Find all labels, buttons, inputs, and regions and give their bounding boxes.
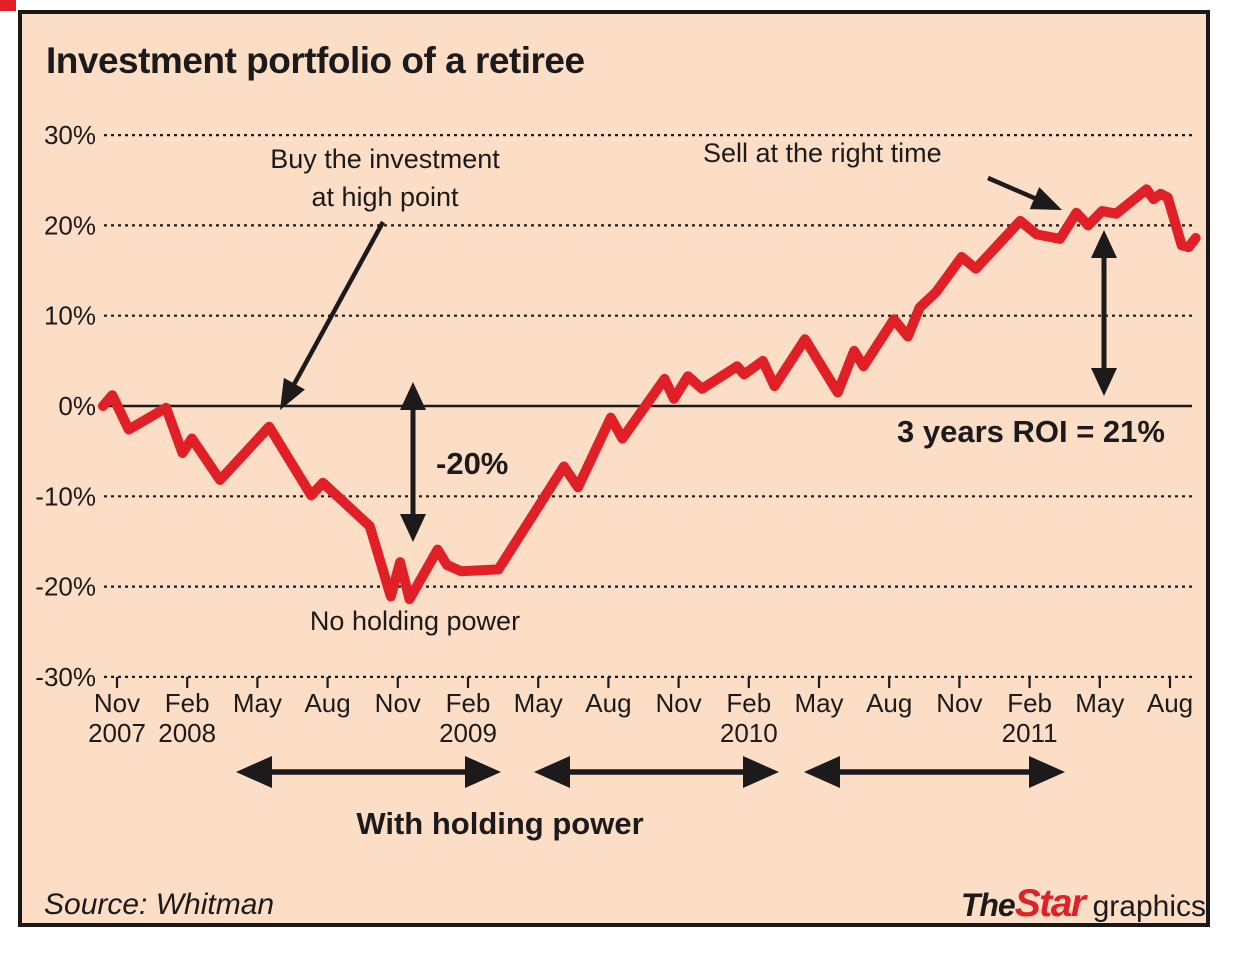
- y-label-0: 0%: [58, 391, 96, 421]
- holding-period-arrow-1-head: [465, 756, 501, 788]
- y-label-20: 20%: [44, 210, 96, 240]
- sell-arrow-head: [1029, 187, 1062, 210]
- annotation-no-holding-power: No holding power: [309, 606, 521, 636]
- year-label: 2008: [158, 718, 216, 748]
- month-label: May: [1075, 688, 1124, 718]
- buy-arrow-head: [280, 377, 305, 410]
- corner-mark: [0, 0, 16, 11]
- year-label: 2009: [439, 718, 497, 748]
- month-label: Nov: [936, 688, 982, 718]
- annotation-roi: 3 years ROI = 21%: [897, 414, 1165, 449]
- month-label: Aug: [1147, 688, 1193, 718]
- month-label: Aug: [866, 688, 912, 718]
- month-label: Nov: [655, 688, 701, 718]
- y-label-30: 30%: [44, 120, 96, 150]
- year-label: 2007: [88, 718, 146, 748]
- month-label: Feb: [446, 688, 491, 718]
- month-label: Nov: [375, 688, 421, 718]
- holding-period-arrow-2-head: [534, 756, 570, 788]
- month-label: May: [233, 688, 282, 718]
- month-label: Nov: [94, 688, 140, 718]
- year-label: 2010: [720, 718, 778, 748]
- roi-arrow-head: [1091, 230, 1117, 258]
- year-label: 2011: [1002, 718, 1058, 748]
- y-label--10: -10%: [35, 481, 96, 511]
- drop-20pct-arrow-head: [400, 514, 426, 542]
- month-label: May: [514, 688, 563, 718]
- logo-the: The: [960, 887, 1016, 923]
- chart-title: Investment portfolio of a retiree: [46, 40, 585, 81]
- month-label: Feb: [165, 688, 210, 718]
- holding-period-arrow-2-head: [743, 756, 779, 788]
- y-label--30: -30%: [35, 662, 96, 692]
- holding-period-arrow-3-head: [804, 756, 840, 788]
- roi-arrow-head: [1091, 368, 1117, 396]
- drop-20pct-arrow-head: [400, 382, 426, 410]
- logo-star: Star: [1014, 882, 1086, 925]
- annotation-drop-20pct: -20%: [436, 446, 509, 481]
- y-label--20: -20%: [35, 572, 96, 602]
- annotation-buy: Buy the investment at high point: [270, 144, 500, 213]
- portfolio-line: [98, 184, 1201, 605]
- month-label: Aug: [585, 688, 631, 718]
- holding-period-arrow-3-head: [1029, 756, 1065, 788]
- thestar-graphics-logo: The Star graphics: [956, 882, 1206, 926]
- sell-arrow: [987, 175, 1038, 201]
- annotation-with-holding-power: With holding power: [356, 806, 644, 841]
- month-label: Feb: [1007, 688, 1052, 718]
- month-label: Feb: [726, 688, 771, 718]
- y-label-10: 10%: [44, 301, 96, 331]
- source-credit: Source: Whitman: [44, 888, 275, 921]
- month-label: May: [794, 688, 843, 718]
- month-label: Aug: [304, 688, 350, 718]
- buy-arrow: [291, 220, 385, 387]
- holding-period-arrow-1-head: [236, 756, 272, 788]
- logo-graphics: graphics: [1092, 890, 1206, 923]
- annotation-sell: Sell at the right time: [703, 138, 942, 168]
